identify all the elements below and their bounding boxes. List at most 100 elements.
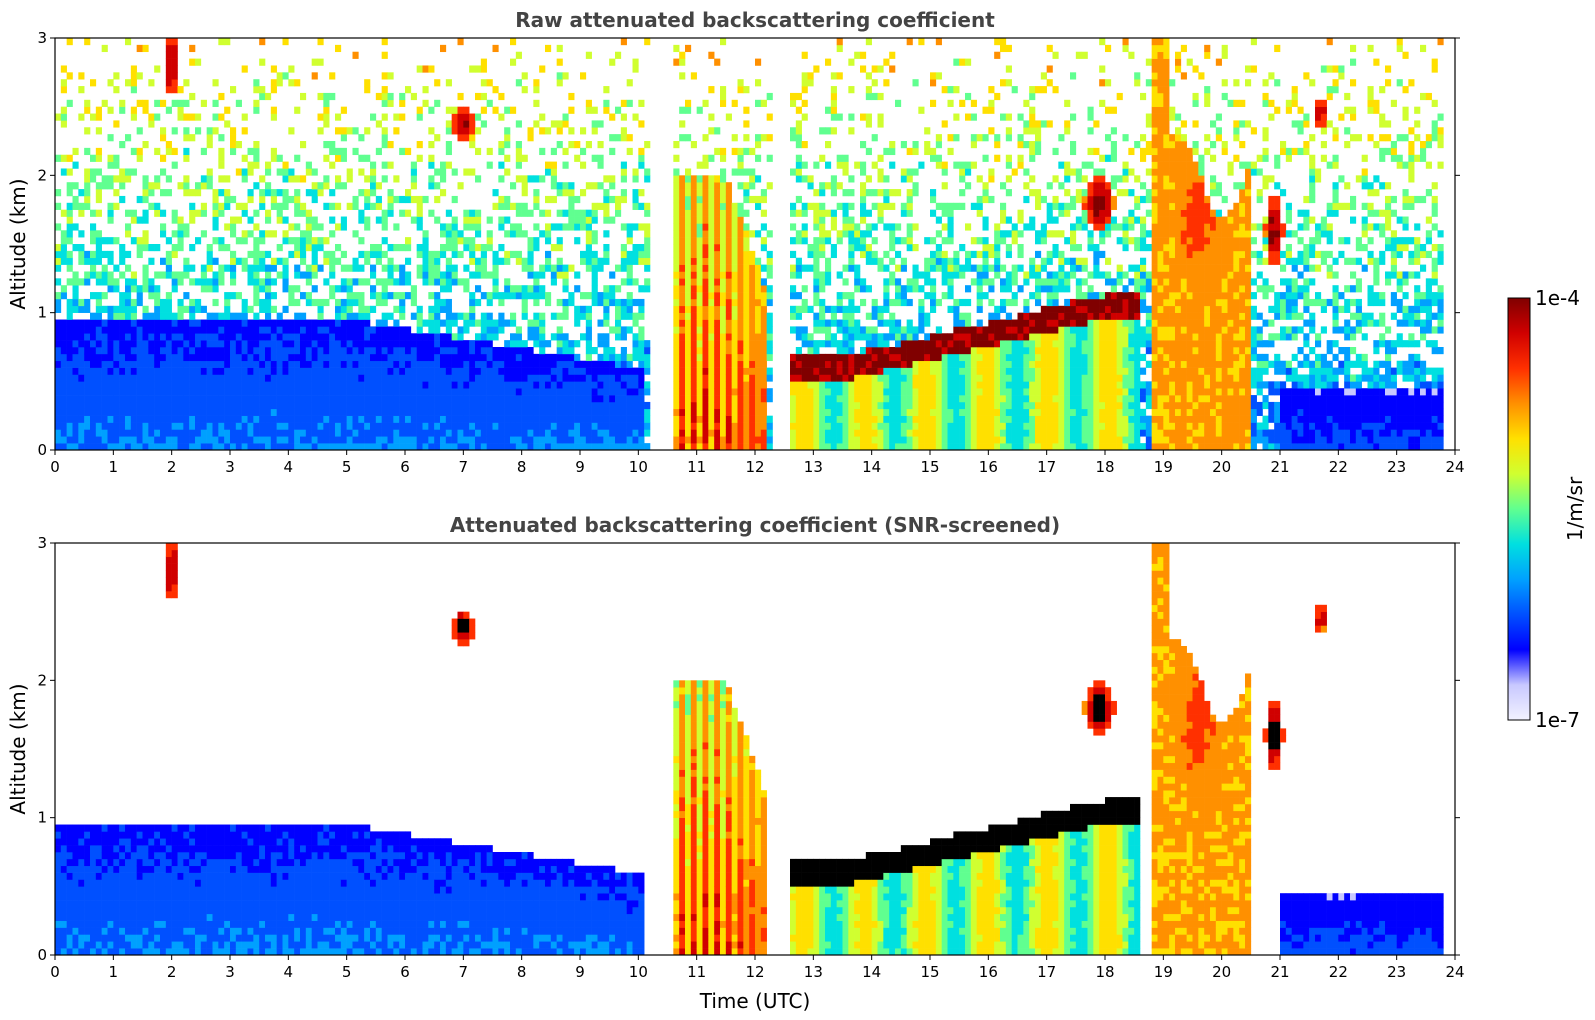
heatmap-cell [160,99,167,107]
heatmap-cell [224,223,231,231]
heatmap-cell [60,395,67,403]
heatmap-cell [475,230,482,238]
heatmap-cell [626,250,633,259]
heatmap-cell [160,154,167,162]
heatmap-cell [679,347,686,355]
heatmap-cell [340,298,347,307]
heatmap-cell [113,422,120,430]
heatmap-cell [935,340,942,348]
heatmap-cell [405,147,412,156]
heatmap-cell [253,326,260,334]
heatmap-cell [171,38,178,46]
heatmap-cell [830,353,837,362]
heatmap-cell [241,237,248,245]
heatmap-cell [615,443,622,451]
heatmap-cell [644,285,651,293]
heatmap-cell [125,285,132,293]
heatmap-cell [224,436,231,444]
heatmap-cell [585,305,592,313]
heatmap-cell [597,154,604,162]
heatmap-cell [405,326,412,334]
heatmap-cell [731,312,738,320]
heatmap-cell [941,237,948,245]
heatmap-cell [696,278,703,286]
heatmap-cell [895,340,902,348]
heatmap-cell [638,353,645,362]
heatmap-cell [912,340,919,348]
heatmap-cell [259,305,266,313]
heatmap-cell [469,436,476,444]
heatmap-cell [842,216,849,224]
heatmap-cell [189,209,196,217]
heatmap-cell [626,353,633,362]
heatmap-cell [825,209,832,217]
heatmap-cell [685,271,692,279]
heatmap-cell [609,216,616,224]
heatmap-cell [142,347,149,355]
heatmap-cell [819,202,826,210]
heatmap-cell [731,443,738,451]
heatmap-cell [323,374,330,382]
heatmap-cell [935,154,942,162]
heatmap-cell [165,443,172,451]
heatmap-cell [685,244,692,252]
heatmap-cell [510,401,517,410]
heatmap-cell [492,388,499,396]
heatmap-cell [160,168,167,176]
heatmap-cell [556,388,563,396]
heatmap-cell [463,285,470,293]
heatmap-cell [591,395,598,403]
heatmap-cell [90,312,97,320]
heatmap-cell [125,278,132,286]
heatmap-cell [603,99,610,107]
heatmap-cell [422,319,429,327]
heatmap-cell [848,86,855,94]
heatmap-cell [819,436,826,444]
heatmap-cell [825,408,832,416]
heatmap-cell [825,367,832,375]
heatmap-cell [626,264,633,272]
heatmap-cell [842,381,849,389]
heatmap-cell [230,436,237,444]
heatmap-cell [708,189,715,197]
heatmap-cell [883,429,890,437]
heatmap-cell [422,278,429,286]
heatmap-cell [527,367,534,375]
heatmap-cell [305,189,312,197]
heatmap-cell [247,305,254,313]
heatmap-cell [352,264,359,272]
heatmap-cell [644,422,651,430]
heatmap-cell [253,257,260,265]
heatmap-cell [387,292,394,300]
heatmap-cell [253,223,260,231]
heatmap-cell [235,401,242,410]
heatmap-cell [445,429,452,437]
heatmap-cell [725,312,732,320]
heatmap-cell [690,388,697,396]
heatmap-cell [743,237,750,245]
heatmap-cell [591,182,598,190]
heatmap-cell [78,298,85,307]
heatmap-cell [813,250,820,259]
heatmap-cell [813,244,820,252]
heatmap-cell [381,374,388,382]
heatmap-cell [591,202,598,210]
heatmap-cell [405,340,412,348]
heatmap-cell [673,58,680,66]
heatmap-cell [346,443,353,451]
heatmap-cell [760,436,767,444]
heatmap-cell [218,237,225,245]
heatmap-cell [142,340,149,348]
heatmap-cell [725,202,732,210]
heatmap-cell [755,381,762,389]
heatmap-cell [679,326,686,334]
heatmap-cell [78,86,85,94]
heatmap-cell [387,353,394,362]
heatmap-cell [480,244,487,252]
heatmap-cell [317,374,324,382]
heatmap-cell [206,244,213,252]
heatmap-cell [113,86,120,94]
heatmap-cell [865,367,872,375]
heatmap-cell [906,395,913,403]
heatmap-cell [527,209,534,217]
